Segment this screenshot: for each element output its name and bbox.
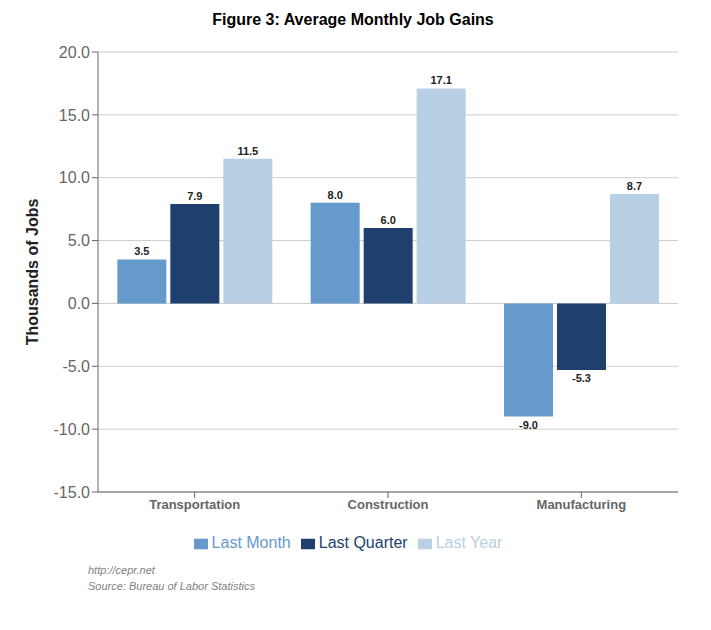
html-text:Last Month: Last Month [211,534,291,551]
svg-text:10.0: 10.0 [59,169,90,186]
svg-text:8.0: 8.0 [328,189,343,201]
svg-text:11.5: 11.5 [237,145,258,157]
html-text:Figure 3: Average Monthly Job: Figure 3: Average Monthly Job Gains [212,11,494,28]
svg-text:0.0: 0.0 [68,295,90,312]
svg-text:Manufacturing: Manufacturing [537,497,627,512]
svg-text:3.5: 3.5 [134,245,149,257]
html-text:Last Quarter: Last Quarter [318,534,408,551]
svg-text:-15.0: -15.0 [54,484,91,501]
svg-text:-5.0: -5.0 [62,358,90,375]
svg-text:Transportation: Transportation [149,497,240,512]
html-text:Source: Bureau of Labor Statis: Source: Bureau of Labor Statistics [88,580,255,592]
svg-text:6.0: 6.0 [381,214,396,226]
svg-text:5.0: 5.0 [68,232,90,249]
svg-text:-5.3: -5.3 [572,372,591,384]
html-text:Last Year: Last Year [435,534,503,551]
svg-text:Construction: Construction [348,497,429,512]
svg-text:Thousands of Jobs: Thousands of Jobs [24,199,41,346]
svg-text:20.0: 20.0 [59,44,90,61]
svg-text:15.0: 15.0 [59,107,90,124]
svg-text:17.1: 17.1 [430,74,451,86]
svg-text:7.9: 7.9 [187,190,202,202]
svg-text:-9.0: -9.0 [519,419,538,431]
html-text:http://cepr.net: http://cepr.net [88,564,155,576]
svg-text:-10.0: -10.0 [54,421,91,438]
svg-text:8.7: 8.7 [627,180,642,192]
